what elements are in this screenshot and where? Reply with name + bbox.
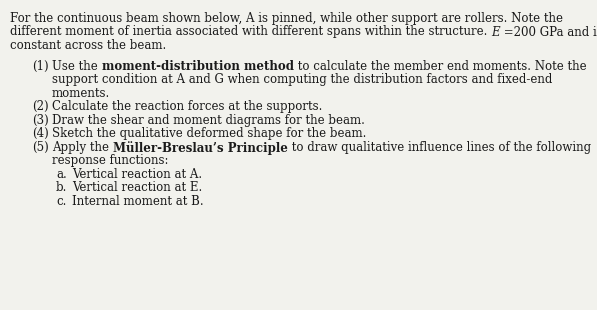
- Text: b.: b.: [56, 181, 67, 194]
- Text: Vertical reaction at E.: Vertical reaction at E.: [72, 181, 202, 194]
- Text: (5): (5): [32, 141, 49, 154]
- Text: Vertical reaction at A.: Vertical reaction at A.: [72, 168, 202, 181]
- Text: Use the: Use the: [52, 60, 101, 73]
- Text: (4): (4): [32, 127, 49, 140]
- Text: E: E: [491, 25, 500, 38]
- Text: (1): (1): [32, 60, 48, 73]
- Text: support condition at A and G when computing the distribution factors and fixed-e: support condition at A and G when comput…: [52, 73, 552, 86]
- Text: Calculate the reaction forces at the supports.: Calculate the reaction forces at the sup…: [52, 100, 322, 113]
- Text: Müller-Breslau’s Principle: Müller-Breslau’s Principle: [113, 141, 288, 155]
- Text: to draw qualitative influence lines of the following: to draw qualitative influence lines of t…: [288, 141, 591, 154]
- Text: =200 GPa and is: =200 GPa and is: [500, 25, 597, 38]
- Text: Sketch the qualitative deformed shape for the beam.: Sketch the qualitative deformed shape fo…: [52, 127, 367, 140]
- Text: (3): (3): [32, 114, 49, 127]
- Text: to calculate the member end moments. Note the: to calculate the member end moments. Not…: [294, 60, 586, 73]
- Text: moment-distribution method: moment-distribution method: [101, 60, 294, 73]
- Text: different moment of inertia associated with different spans within the structure: different moment of inertia associated w…: [10, 25, 491, 38]
- Text: Draw the shear and moment diagrams for the beam.: Draw the shear and moment diagrams for t…: [52, 114, 365, 127]
- Text: Apply the: Apply the: [52, 141, 113, 154]
- Text: For the continuous beam shown below, A is pinned, while other support are roller: For the continuous beam shown below, A i…: [10, 12, 563, 25]
- Text: response functions:: response functions:: [52, 154, 168, 167]
- Text: moments.: moments.: [52, 87, 110, 100]
- Text: c.: c.: [56, 195, 66, 208]
- Text: (2): (2): [32, 100, 48, 113]
- Text: Internal moment at B.: Internal moment at B.: [72, 195, 204, 208]
- Text: constant across the beam.: constant across the beam.: [10, 39, 166, 52]
- Text: a.: a.: [56, 168, 67, 181]
